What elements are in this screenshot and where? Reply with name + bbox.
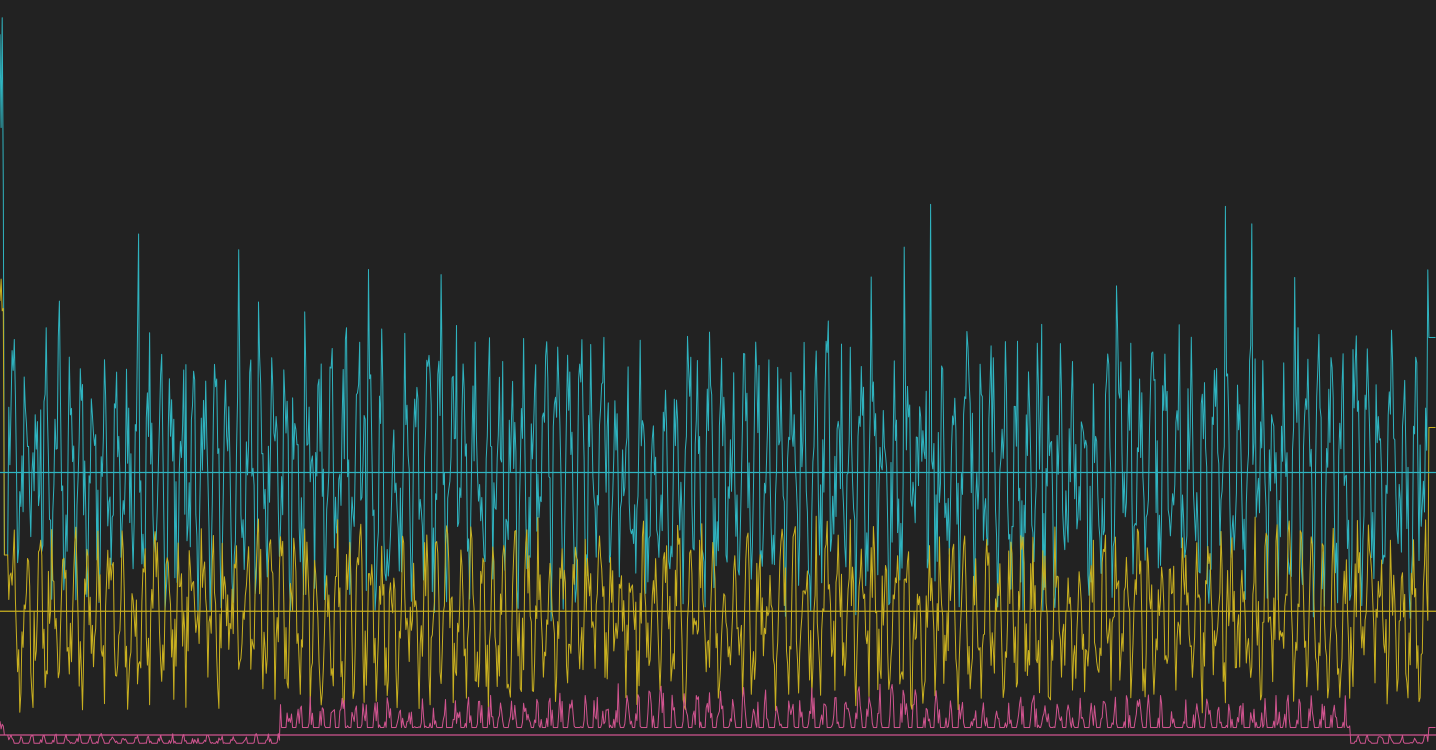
series-line-2 (0, 683, 1436, 744)
series-line-0 (0, 17, 1436, 622)
series-layer (0, 17, 1436, 744)
mean-layer (0, 471, 1436, 736)
series-line-1 (0, 278, 1436, 714)
